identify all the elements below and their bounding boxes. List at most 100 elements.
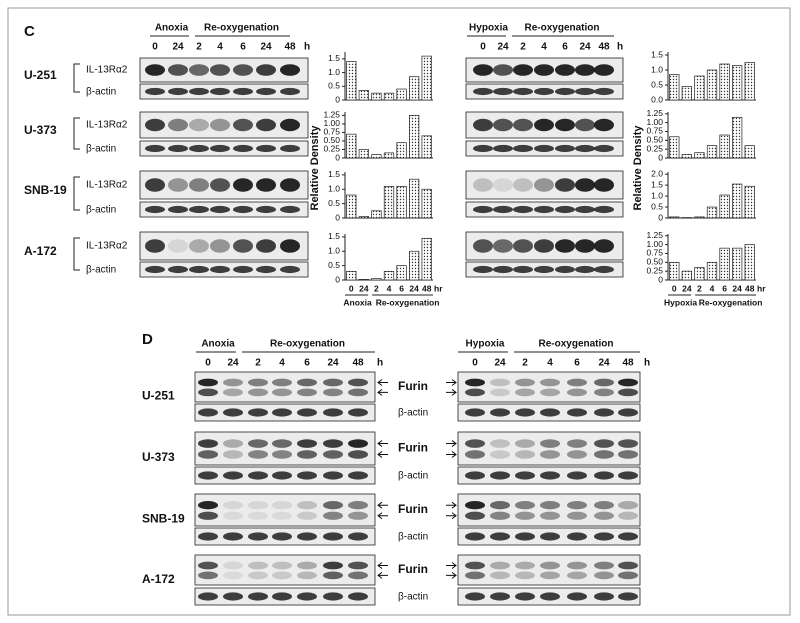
band (618, 408, 638, 417)
bar (383, 271, 395, 281)
band (198, 471, 218, 480)
band (465, 511, 485, 520)
band (210, 205, 230, 214)
band (490, 471, 510, 480)
band (567, 378, 587, 387)
band (473, 64, 493, 76)
band (555, 265, 575, 274)
band (555, 178, 575, 192)
band (465, 408, 485, 417)
band (594, 561, 614, 570)
band (513, 265, 533, 274)
band (210, 265, 230, 274)
bar (744, 185, 755, 219)
blot (457, 554, 641, 586)
band (493, 64, 513, 76)
y-tick-label: 1.0 (651, 190, 663, 200)
band (168, 118, 188, 132)
band (256, 265, 276, 274)
x-tick-label: 0 (672, 283, 677, 293)
band (272, 439, 292, 448)
band (248, 378, 268, 387)
blot (457, 371, 641, 403)
loading-label: β-actin (86, 205, 116, 216)
arrow (377, 389, 388, 396)
y-axis-label: Relative Density (309, 125, 321, 211)
bar (383, 186, 395, 219)
unit-label: h (304, 42, 310, 53)
band (490, 571, 510, 580)
band (473, 239, 493, 253)
lane-label: 48 (284, 42, 296, 53)
band (618, 388, 638, 397)
condition-label: Anoxia (201, 339, 235, 350)
band (575, 205, 595, 214)
band (272, 471, 292, 480)
band (297, 511, 317, 520)
band (534, 239, 554, 253)
band (575, 118, 595, 132)
band (198, 511, 218, 520)
band (248, 511, 268, 520)
band (534, 178, 554, 192)
bracket (73, 117, 80, 150)
band (233, 178, 253, 192)
y-tick-label: 0.75 (323, 127, 340, 137)
blot (194, 493, 376, 527)
lane-label: 24 (260, 42, 272, 53)
target-label: Furin (398, 379, 428, 393)
lane-label: 48 (352, 358, 364, 369)
bar (719, 134, 730, 159)
band (534, 64, 554, 76)
arrow (446, 379, 457, 386)
band (348, 471, 368, 480)
bar (358, 279, 369, 281)
band (189, 265, 209, 274)
band (515, 378, 535, 387)
bar (409, 250, 420, 281)
band (465, 571, 485, 580)
band (223, 501, 243, 510)
band (256, 205, 276, 214)
band (473, 265, 493, 274)
bar (421, 188, 432, 219)
bar (346, 133, 357, 159)
x-tick-label: 48 (422, 283, 432, 293)
band (465, 450, 485, 459)
x-tick-label: 4 (387, 283, 392, 293)
band (297, 408, 317, 417)
lane-label: 24 (497, 42, 509, 53)
bar (706, 145, 718, 159)
panel-label: D (142, 331, 153, 348)
lane-label: 24 (172, 42, 184, 53)
target-label: IL-13Rα2 (86, 241, 128, 252)
bar (371, 154, 382, 159)
band (210, 239, 230, 253)
bar (409, 115, 420, 159)
band (256, 144, 276, 153)
band (297, 561, 317, 570)
bar (371, 92, 382, 101)
band (198, 532, 218, 541)
band (223, 378, 243, 387)
lane-label: 0 (480, 42, 486, 53)
band (594, 265, 614, 274)
band (272, 501, 292, 510)
band (323, 532, 343, 541)
band (189, 118, 209, 132)
band (297, 571, 317, 580)
lane-label: 48 (622, 358, 634, 369)
lane-label: 6 (562, 42, 568, 53)
band (493, 239, 513, 253)
cell-line-label: U-251 (24, 68, 57, 82)
band (210, 64, 230, 76)
band (567, 532, 587, 541)
band (493, 144, 513, 153)
band (540, 378, 560, 387)
band (323, 450, 343, 459)
band (223, 408, 243, 417)
band (348, 378, 368, 387)
y-tick-label: 1.5 (651, 179, 663, 189)
band (567, 388, 587, 397)
x-tick-label: 2 (697, 283, 702, 293)
